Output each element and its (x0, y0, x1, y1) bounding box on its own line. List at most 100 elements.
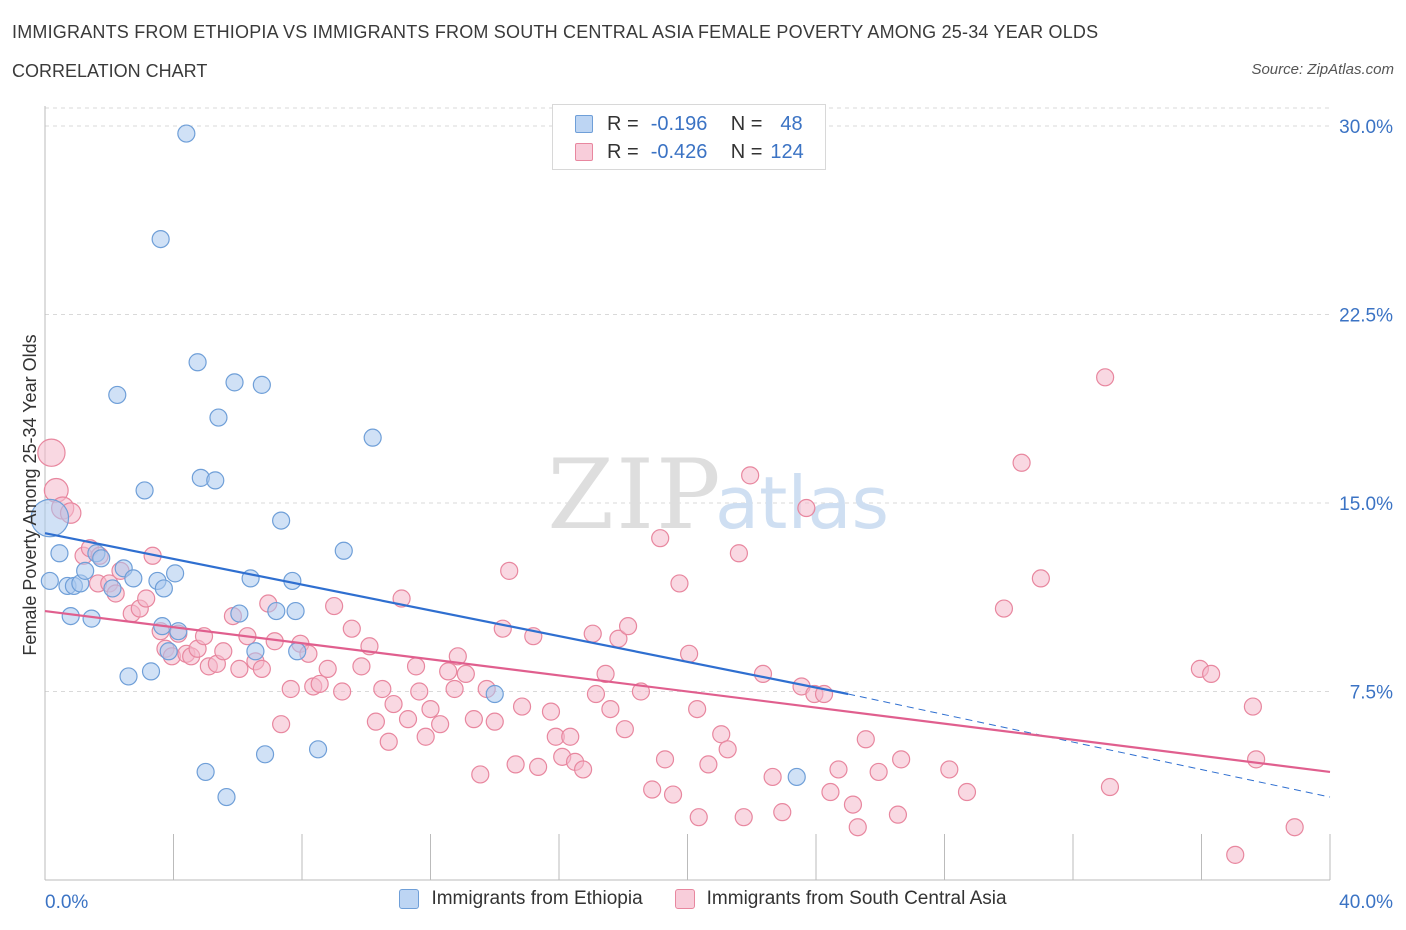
south-central-asia-point (1202, 664, 1221, 684)
legend-n-label: N = (730, 140, 763, 163)
ethiopia-point (267, 601, 286, 621)
south-central-asia-point (651, 529, 670, 548)
grid-layer (45, 107, 1330, 692)
south-central-asia-point (445, 679, 464, 699)
ethiopia-point (124, 569, 143, 588)
south-central-asia-point (615, 720, 634, 739)
ethiopia-point (363, 428, 382, 447)
south-central-asia-point (37, 438, 66, 467)
south-central-asia-point (506, 755, 525, 774)
south-central-asia-point (500, 561, 519, 580)
x-tick-label: 0.0% (45, 892, 88, 913)
legend-n-value: 124 (770, 140, 804, 163)
series-legend: Immigrants from Ethiopia Immigrants from… (0, 888, 1406, 910)
south-central-asia-point (456, 664, 475, 684)
south-central-asia-point (753, 664, 773, 684)
south-central-asia-point (888, 805, 908, 824)
south-central-asia-point (464, 710, 483, 729)
south-central-asia-point (856, 730, 875, 749)
south-central-asia-point (689, 808, 708, 827)
south-central-asia-point (1012, 453, 1031, 472)
south-central-asia-point (310, 674, 329, 694)
ethiopia-point (288, 642, 307, 661)
south-central-asia-point (843, 795, 863, 814)
watermark: ZIP atlas (547, 439, 889, 551)
ethiopia-point (50, 544, 69, 563)
ethiopia-trend-line (44, 532, 849, 696)
south-central-asia-point (1285, 818, 1304, 837)
south-central-asia-point (1031, 569, 1050, 588)
south-central-asia-point (541, 702, 561, 721)
south-central-asia-trend-line (44, 609, 1331, 774)
south-central-asia-point (281, 679, 300, 699)
y-tick-label: 15.0% (1339, 494, 1393, 515)
legend-row-ethiopia: R = -0.196 N = 48 (575, 111, 803, 137)
south-central-asia-point (230, 659, 249, 678)
watermark-zip: ZIP (547, 439, 722, 551)
legend-r-label: R = (607, 140, 639, 163)
chart-title: IMMIGRANTS FROM ETHIOPIA VS IMMIGRANTS F… (12, 22, 1099, 42)
south-central-asia-point (773, 803, 792, 822)
ethiopia-point (246, 642, 265, 661)
stats-legend: R = -0.196 N = 48 R = -0.426 N = 124 (552, 104, 826, 170)
ethiopia-point (166, 564, 185, 583)
ethiopia-point (188, 353, 207, 372)
ethiopia-point (230, 604, 249, 623)
south-central-asia-point (1243, 697, 1263, 716)
south-central-asia-point (410, 682, 429, 701)
south-central-asia-point (431, 715, 450, 734)
south-central-asia-point (1247, 750, 1266, 769)
ethiopia-point (308, 740, 328, 759)
south-central-asia-point (379, 732, 398, 751)
legend-n-label: N = (730, 112, 763, 135)
ethiopia-point (40, 571, 59, 591)
south-central-asia-point (406, 657, 426, 676)
south-central-asia-point (1100, 777, 1120, 797)
ethiopia-point (225, 373, 244, 392)
ethiopia-point (255, 745, 275, 764)
legend-item-south-central-asia[interactable]: Immigrants from South Central Asia (674, 888, 1007, 910)
south-central-asia-point (663, 785, 683, 804)
ethiopia-point (177, 124, 196, 143)
south-central-asia-point (583, 624, 602, 643)
south-central-asia-point (618, 617, 638, 636)
south-central-asia-point (718, 740, 737, 759)
south-central-asia-point (352, 657, 371, 676)
axis-layer: 7.5% 15.0% 22.5% 30.0% 0.0% 40.0% (44, 106, 1393, 913)
south-central-asia-point (797, 498, 816, 518)
south-central-asia-point (957, 782, 977, 802)
south-central-asia-point (869, 762, 888, 782)
south-central-asia-point (829, 760, 848, 779)
south-central-asia-point (342, 619, 361, 638)
south-central-asia-point (573, 760, 593, 779)
south-central-asia-points (37, 368, 1304, 864)
legend-swatch-pink (575, 143, 593, 161)
south-central-asia-point (892, 750, 911, 769)
y-axis-label: Female Poverty Among 25-34 Year Olds (20, 334, 40, 655)
south-central-asia-point (529, 757, 548, 777)
south-central-asia-point (512, 697, 532, 716)
ethiopia-point (272, 511, 291, 530)
legend-item-ethiopia[interactable]: Immigrants from Ethiopia (399, 888, 643, 910)
south-central-asia-point (688, 699, 707, 719)
south-central-asia-point (421, 699, 440, 719)
south-central-asia-point (848, 818, 867, 837)
south-central-asia-point (561, 727, 580, 746)
x-tick-label: 40.0% (1339, 892, 1393, 913)
south-central-asia-point (1096, 368, 1115, 387)
south-central-asia-point (940, 760, 959, 779)
ethiopia-point (217, 787, 236, 807)
south-central-asia-point (670, 574, 689, 593)
south-central-asia-point (325, 596, 344, 616)
south-central-asia-point (398, 710, 418, 729)
legend-r-value: -0.426 (650, 140, 708, 163)
ethiopia-point (169, 622, 188, 641)
south-central-asia-point (373, 679, 392, 699)
chart-subtitle: CORRELATION CHART (12, 61, 208, 81)
legend-r-value: -0.196 (650, 112, 708, 135)
south-central-asia-point (741, 466, 760, 485)
south-central-asia-point (699, 755, 718, 774)
ethiopia-point (103, 579, 122, 598)
south-central-asia-point (366, 712, 385, 731)
y-tick-label: 30.0% (1339, 117, 1393, 138)
